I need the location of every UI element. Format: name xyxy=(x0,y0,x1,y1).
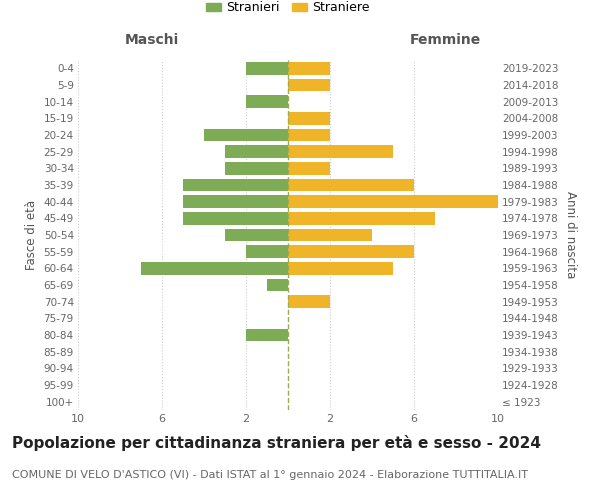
Bar xyxy=(288,162,330,174)
Bar xyxy=(288,262,393,274)
Bar xyxy=(288,79,330,92)
Bar xyxy=(288,146,393,158)
Bar xyxy=(288,62,330,74)
Y-axis label: Fasce di età: Fasce di età xyxy=(25,200,38,270)
Bar xyxy=(204,129,288,141)
Text: Popolazione per cittadinanza straniera per età e sesso - 2024: Popolazione per cittadinanza straniera p… xyxy=(12,435,541,451)
Bar xyxy=(288,196,498,208)
Text: Maschi: Maschi xyxy=(124,34,179,48)
Bar xyxy=(183,179,288,192)
Y-axis label: Anni di nascita: Anni di nascita xyxy=(565,192,577,278)
Legend: Stranieri, Straniere: Stranieri, Straniere xyxy=(201,0,375,20)
Bar xyxy=(288,179,414,192)
Bar xyxy=(288,296,330,308)
Bar xyxy=(246,329,288,341)
Text: COMUNE DI VELO D'ASTICO (VI) - Dati ISTAT al 1° gennaio 2024 - Elaborazione TUTT: COMUNE DI VELO D'ASTICO (VI) - Dati ISTA… xyxy=(12,470,528,480)
Bar xyxy=(288,212,435,224)
Bar xyxy=(225,146,288,158)
Bar xyxy=(288,246,414,258)
Bar xyxy=(288,129,330,141)
Bar xyxy=(288,112,330,124)
Bar xyxy=(246,96,288,108)
Bar xyxy=(225,229,288,241)
Bar xyxy=(288,229,372,241)
Bar xyxy=(246,246,288,258)
Bar xyxy=(183,212,288,224)
Bar xyxy=(141,262,288,274)
Text: Femmine: Femmine xyxy=(410,34,481,48)
Bar xyxy=(183,196,288,208)
Bar xyxy=(267,279,288,291)
Bar xyxy=(246,62,288,74)
Bar xyxy=(225,162,288,174)
